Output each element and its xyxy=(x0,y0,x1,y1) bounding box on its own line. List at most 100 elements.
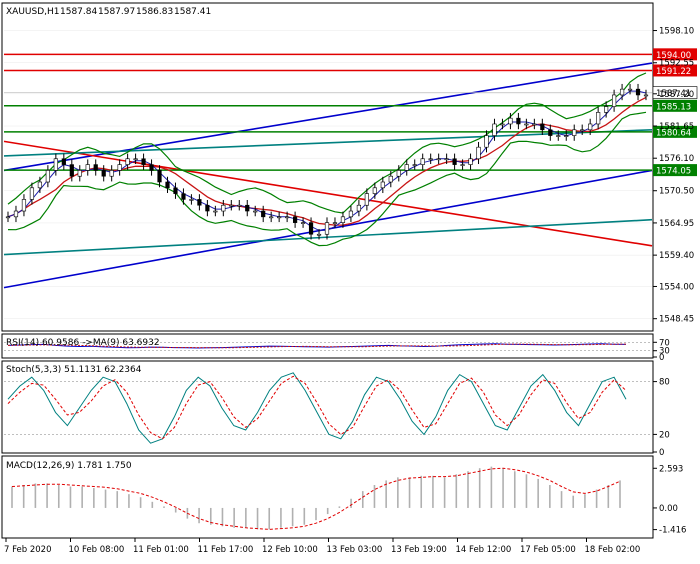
price-candle-body xyxy=(269,216,274,219)
x-tick-label: 11 Feb 17:00 xyxy=(198,545,254,555)
x-tick-label: 18 Feb 02:00 xyxy=(585,545,641,555)
x-tick-label: 10 Feb 08:00 xyxy=(69,545,125,555)
trendline-3 xyxy=(3,140,653,247)
level-label: 1580.64 xyxy=(656,128,691,138)
price-candle-body xyxy=(348,210,354,218)
price-candle-body xyxy=(340,216,346,223)
price-candle-body xyxy=(500,123,505,126)
level-label-box xyxy=(653,125,697,138)
x-tick-label: 13 Feb 03:00 xyxy=(327,545,383,555)
main-y-tick-label: 1554.00 xyxy=(659,282,694,292)
trendline-2 xyxy=(3,62,653,172)
macd-panel-frame xyxy=(1,455,654,539)
price-candle-body xyxy=(165,181,170,189)
macd-y-tick-label: 0.00 xyxy=(659,504,678,514)
trendline-4 xyxy=(3,128,653,157)
x-tick-label: 14 Feb 12:00 xyxy=(456,545,512,555)
price-candle-body xyxy=(540,123,545,131)
price-candle-body xyxy=(420,158,425,165)
price-candle-body xyxy=(173,187,178,194)
price-candle-body xyxy=(492,123,497,136)
bollinger-upper xyxy=(7,72,647,214)
main-y-tick-label: 1559.40 xyxy=(659,251,694,261)
price-candle-body xyxy=(101,170,106,177)
macd-y-tick-label: 2.593 xyxy=(659,464,683,474)
price-candle-body xyxy=(444,158,449,161)
price-candle-body xyxy=(117,164,122,171)
price-candle-body xyxy=(13,210,19,218)
price-candle-body xyxy=(572,129,577,136)
x-tick-label: 12 Feb 10:00 xyxy=(262,545,318,555)
trendline-5 xyxy=(3,218,653,256)
price-candle-body xyxy=(635,88,641,96)
macd-signal-line xyxy=(11,467,621,530)
price-candle-body xyxy=(596,112,601,125)
main-y-tick-label: 1592.55 xyxy=(659,59,694,69)
rsi-y-tick-label: 70 xyxy=(659,338,670,348)
price-candle-body xyxy=(308,222,314,235)
price-candle-body xyxy=(285,216,290,219)
bollinger-lower xyxy=(7,111,647,247)
price-candle-body xyxy=(364,193,369,206)
rsi-y-tick-label: 30 xyxy=(659,347,670,357)
level-label-box xyxy=(653,48,697,61)
price-candle-body xyxy=(93,164,98,171)
price-candle-body xyxy=(85,164,90,171)
price-candle-body xyxy=(564,135,569,137)
price-candle-body xyxy=(508,117,513,125)
price-candle-body xyxy=(149,164,154,171)
x-tick-label: 13 Feb 19:00 xyxy=(391,545,447,555)
price-candle-body xyxy=(404,164,409,171)
price-candle-body xyxy=(21,199,27,212)
main-y-tick-label: 1576.10 xyxy=(659,154,694,164)
price-candle-body xyxy=(524,123,529,126)
level-label-box xyxy=(653,99,697,112)
macd-y-tick-label: -1.416 xyxy=(659,526,686,536)
ohlc-open: 1587.84 xyxy=(60,7,97,17)
rsi-label: RSI(14) 60.9586 ->MA(9) 63.6932 xyxy=(6,338,160,348)
ohlc-high: 1587.97 xyxy=(98,7,135,17)
price-candle-body xyxy=(556,135,561,137)
ohlc-low: 1586.83 xyxy=(136,7,173,17)
main-y-tick-label: 1587.20 xyxy=(659,90,694,100)
price-candle-body xyxy=(292,216,298,223)
price-candle-body xyxy=(125,158,130,165)
price-candle-body xyxy=(189,199,194,201)
stoch-y-tick-label: 0 xyxy=(659,448,664,458)
level-label-box xyxy=(653,64,697,77)
price-candle-body xyxy=(229,204,234,207)
stoch-label: Stoch(5,3,3) 51.1131 62.2364 xyxy=(6,365,142,375)
price-candle-body xyxy=(412,164,417,166)
price-candle-body xyxy=(37,181,42,189)
price-candle-body xyxy=(588,123,593,131)
price-candle-body xyxy=(580,129,585,132)
x-tick-label: 11 Feb 01:00 xyxy=(133,545,189,555)
rsi-y-tick-label: 0 xyxy=(659,353,664,363)
stoch-k-line xyxy=(7,372,627,444)
price-candle-body xyxy=(5,216,11,219)
price-candle-body xyxy=(133,158,138,161)
price-candle-body xyxy=(436,158,441,161)
price-candle-body xyxy=(604,106,609,113)
price-candle-body xyxy=(213,210,218,213)
price-candle-body xyxy=(197,199,202,206)
level-label-box xyxy=(653,164,697,177)
price-candle-body xyxy=(643,94,649,97)
price-candle-body xyxy=(452,158,457,165)
price-candle-body xyxy=(316,233,322,236)
level-label-box xyxy=(652,86,698,99)
level-label: 1594.00 xyxy=(656,51,691,61)
x-tick-label: 7 Feb 2020 xyxy=(4,545,52,555)
price-candle-body xyxy=(77,170,82,177)
ohlc-close: 1587.41 xyxy=(174,7,211,17)
price-candle-body xyxy=(61,158,66,165)
price-candle-body xyxy=(277,216,282,219)
main-panel-frame xyxy=(1,2,654,332)
price-candle-body xyxy=(516,117,521,125)
stoch-y-tick-label: 20 xyxy=(659,430,670,440)
price-candle-body xyxy=(53,158,58,171)
price-candle-body xyxy=(205,204,210,212)
price-candle-body xyxy=(388,175,393,183)
price-candle-body xyxy=(141,158,146,165)
